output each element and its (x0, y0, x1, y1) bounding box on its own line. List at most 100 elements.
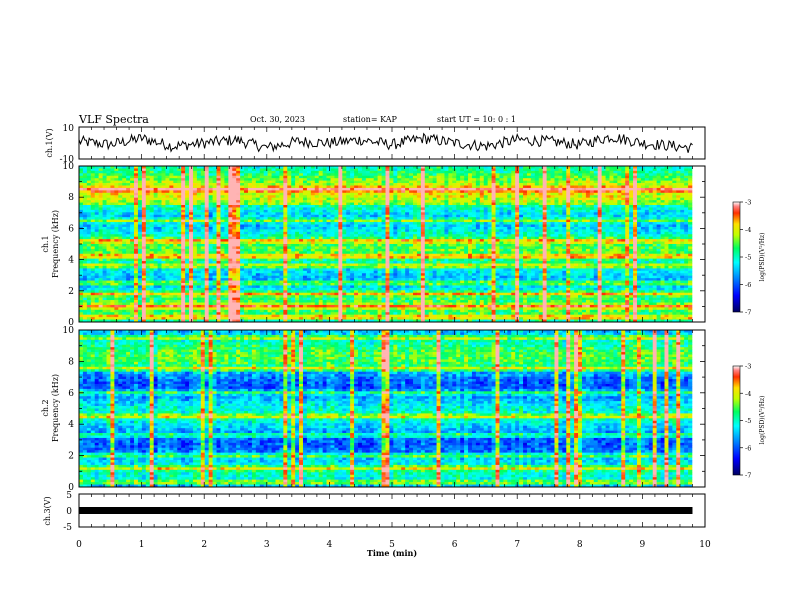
ch1-spectrogram-cell (330, 232, 334, 235)
ch1-spectrogram-cell (122, 225, 126, 228)
ch1-spectrogram-cell (268, 190, 272, 193)
ch1-spectrogram-cell (429, 207, 433, 210)
ch1-spectrogram-cell (649, 222, 653, 225)
ch1-spectrogram-cell (103, 239, 107, 242)
ch1-spectrogram-cell (252, 205, 256, 208)
ch1-spectrogram-cell (551, 186, 555, 189)
ch1-spectrogram-cell (213, 237, 217, 240)
ch1-spectrogram-cell (295, 234, 299, 237)
ch1-spectrogram-cell (476, 178, 480, 181)
ch1-spectrogram-cell (413, 203, 417, 206)
ch1-spectrogram-cell (142, 215, 146, 218)
ch1-spectrogram-cell (224, 190, 228, 193)
ch1-spectrogram-cell (578, 232, 582, 235)
ch1-spectrogram-cell (664, 222, 668, 225)
ch1-spectrogram-cell (590, 227, 594, 230)
ch1-spectrogram-cell (169, 176, 173, 179)
ch1-spectrogram-cell (79, 188, 83, 191)
ch1-spectrogram-cell (303, 239, 307, 242)
ch1-spectrogram-cell (248, 222, 252, 225)
ch1-spectrogram-cell (625, 212, 629, 215)
ch1-spectrogram-cell (83, 173, 87, 176)
ch1-spectrogram-cell (173, 217, 177, 220)
ch1-spectrogram-cell (488, 188, 492, 191)
ch1-spectrogram-cell (633, 173, 637, 176)
ch1-spectrogram-cell (578, 212, 582, 215)
ch1-spectrogram-cell (150, 168, 154, 171)
ch1-spectrogram-cell (645, 168, 649, 171)
ch1-spectrogram-cell (621, 193, 625, 196)
ch1-spectrogram-cell (492, 234, 496, 237)
ch1-spectrogram-cell (676, 237, 680, 240)
ch1-spectrogram-cell (527, 222, 531, 225)
ch1-spectrogram-cell (279, 168, 283, 171)
ch1-spectrogram-cell (177, 217, 181, 220)
ch1-spectrogram-cell (264, 178, 268, 181)
ch1-spectrogram-cell (539, 237, 543, 240)
ch1-spectrogram-cell (103, 203, 107, 206)
ch1-spectrogram-cell (370, 186, 374, 189)
ch1-spectrogram-cell (661, 239, 665, 242)
ch1-spectrogram-cell (264, 215, 268, 218)
ch1-spectrogram-cell (437, 234, 441, 237)
ch1-spectrogram-cell (562, 205, 566, 208)
ch1-spectrogram-cell (664, 220, 668, 223)
ch1-spectrogram-cell (515, 237, 519, 240)
ch1-spectrogram-cell (264, 227, 268, 230)
ch1-spectrogram-cell (621, 207, 625, 210)
ch1-spectrogram-cell (95, 168, 99, 171)
ch1-spectrogram-cell (606, 227, 610, 230)
ch1-spectrogram-cell (456, 186, 460, 189)
ch1-spectrogram-cell (303, 225, 307, 228)
ch1-spectrogram-cell (201, 176, 205, 179)
ch1-spectrogram-cell (83, 190, 87, 193)
ch1-spectrogram-cell (397, 222, 401, 225)
ch1-spectrogram-cell (350, 234, 354, 237)
ch1-spectrogram-cell (664, 227, 668, 230)
ch1-spectrogram-cell (393, 220, 397, 223)
ch1-spectrogram-cell (621, 225, 625, 228)
ch1-spectrogram-cell (515, 229, 519, 232)
ch1-spectrogram-cell (189, 186, 193, 189)
ch1-spectrogram-cell (220, 205, 224, 208)
ch1-spectrogram-cell (468, 220, 472, 223)
ch1-spectrogram-cell (641, 205, 645, 208)
ch1-spectrogram-cell (417, 234, 421, 237)
ch1-spectrogram-cell (452, 183, 456, 186)
ch1-spectrogram-cell (460, 195, 464, 198)
ch1-spectrogram-cell (397, 220, 401, 223)
ch1-spectrogram-cell (386, 215, 390, 218)
ch1-spectrogram-cell (110, 186, 114, 189)
ch1-spectrogram-cell (492, 190, 496, 193)
ch1-spectrogram-cell (173, 193, 177, 196)
ch1-spectrogram-cell (527, 232, 531, 235)
ch1-spectrogram-cell (609, 173, 613, 176)
ch1-spectrogram-cell (664, 210, 668, 213)
ch1-spectrogram-cell (185, 176, 189, 179)
ch1-spectrogram-cell (456, 225, 460, 228)
ch1-spectrogram-cell (374, 217, 378, 220)
ch1-spectrogram-cell (676, 198, 680, 201)
ch1-spectrogram-cell (232, 178, 236, 181)
ch1-spectrogram-cell (323, 183, 327, 186)
ch1-spectrogram-cell (496, 171, 500, 174)
ch1-spectrogram-cell (409, 181, 413, 184)
ch1-spectrogram-cell (688, 217, 692, 220)
ch1-spectrogram-cell (519, 225, 523, 228)
ch1-spectrogram-cell (91, 207, 95, 210)
ch1-spectrogram-cell (205, 203, 209, 206)
ch1-spectrogram-cell (165, 176, 169, 179)
ch1-spectrogram-cell (209, 222, 213, 225)
ch1-spectrogram-cell (248, 205, 252, 208)
ch1-spectrogram-cell (653, 215, 657, 218)
ch1-spectrogram-cell (201, 200, 205, 203)
ch1-spectrogram-cell (621, 168, 625, 171)
ch1-spectrogram-cell (425, 227, 429, 230)
ch1-spectrogram-cell (154, 215, 158, 218)
ch1-spectrogram-cell (484, 234, 488, 237)
ch1-spectrogram-cell (680, 190, 684, 193)
ch1-spectrogram-cell (452, 217, 456, 220)
ch1-spectrogram-cell (319, 205, 323, 208)
ch1-spectrogram-cell (433, 198, 437, 201)
ch1-spectrogram-cell (598, 237, 602, 240)
